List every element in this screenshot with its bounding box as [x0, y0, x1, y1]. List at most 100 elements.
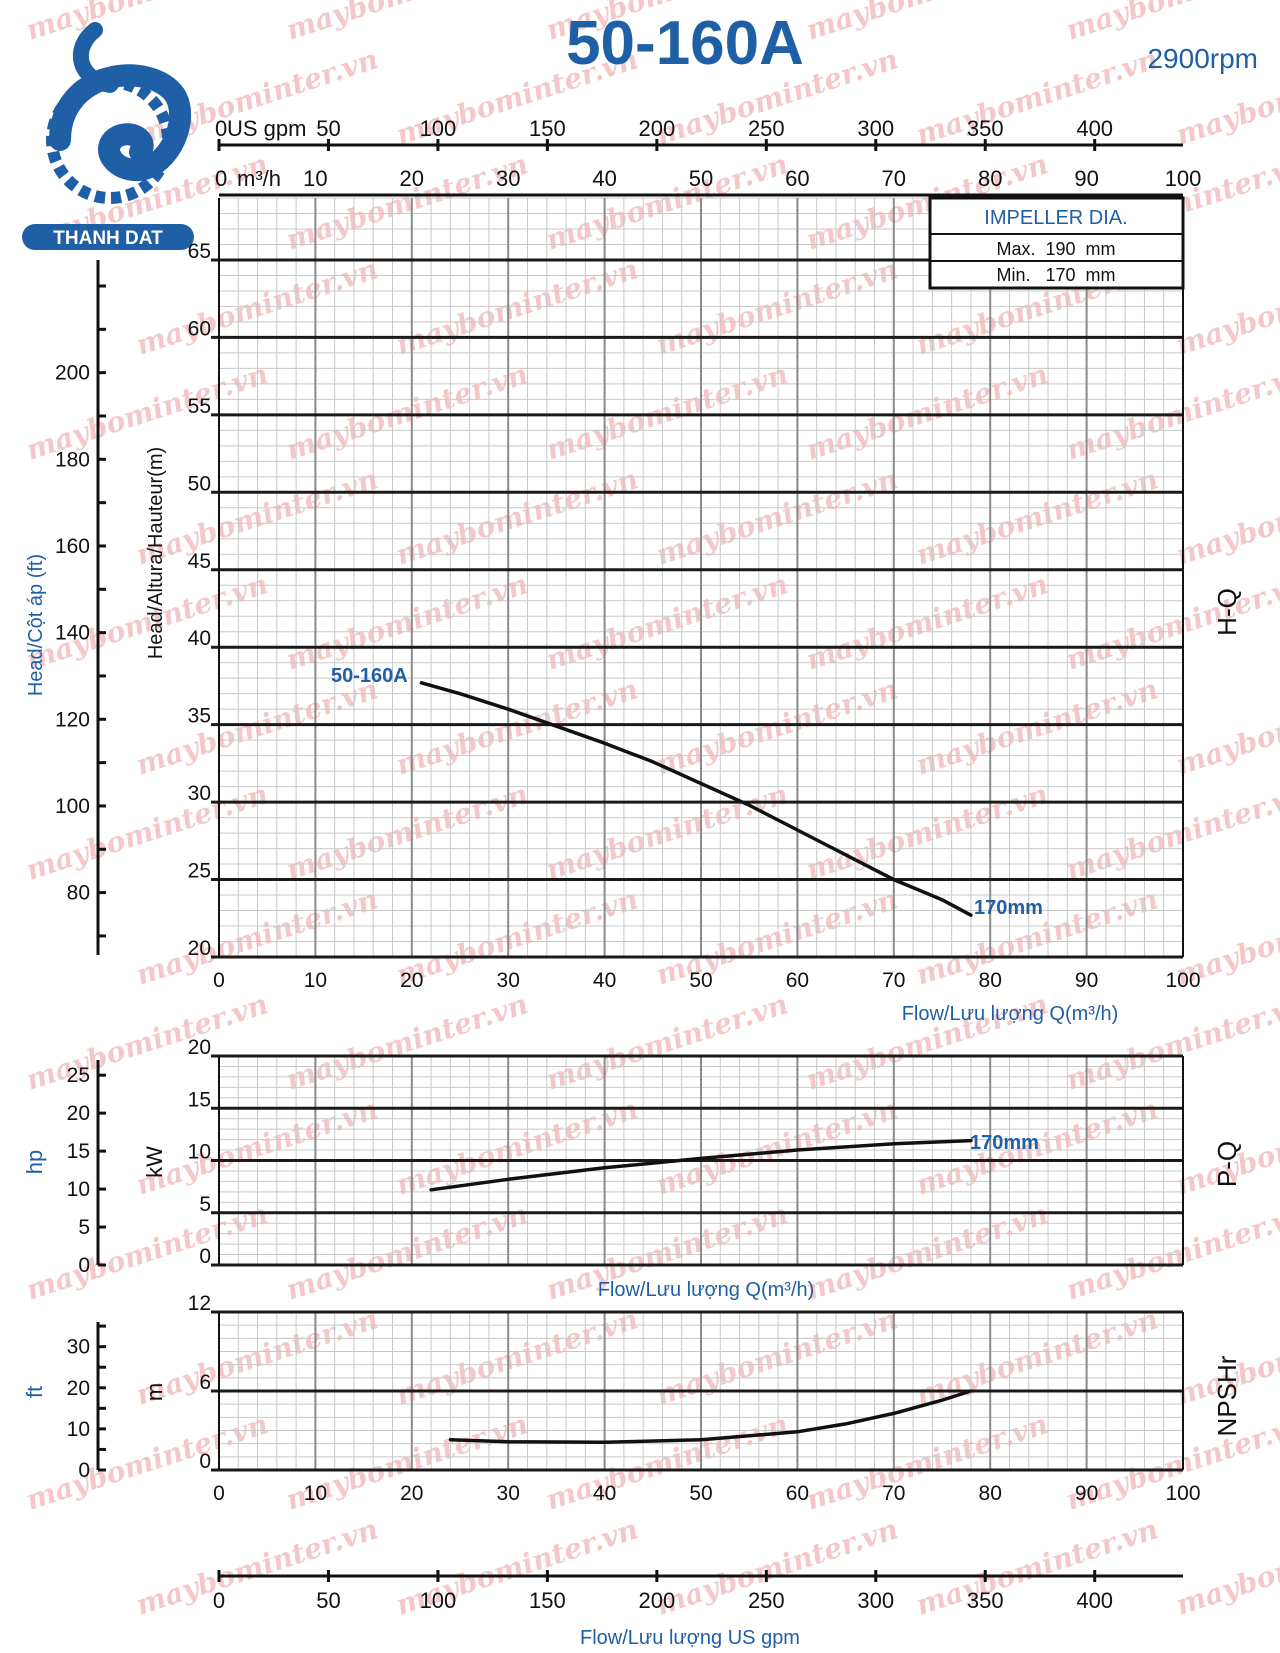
- hq-panel: 20 25 30 35 40 45 50 55 60 65 0 10 20 30 40 50 60 70 80 90 1…: [55, 197, 1201, 992]
- top-m3h-tick-label: 80: [978, 166, 1002, 191]
- x-tick-label: 10: [304, 969, 327, 992]
- watermark-text: maybominter.vn: [132, 252, 382, 361]
- x-tick-label: 20: [400, 969, 423, 992]
- top-gpm-unit: US gpm: [227, 116, 306, 141]
- npsh-panel: 0 6 12 0 10 20 30 40 50 60 70 80 90 100 0 10 20 30: [67, 1292, 1201, 1505]
- top-m3h-tick-label: 90: [1074, 166, 1098, 191]
- x-tick-label: 80: [979, 1482, 1002, 1505]
- hq-side-label: H-Q: [1212, 588, 1242, 636]
- y-tick-label: 20: [188, 1036, 211, 1059]
- pq-dia-label: 170mm: [970, 1132, 1039, 1154]
- y-tick-label: 25: [188, 860, 211, 883]
- watermark-text: maybominter.vn: [132, 462, 382, 571]
- y-tick-label: 50: [188, 472, 211, 495]
- watermark-text: maybominter.vn: [912, 1302, 1162, 1411]
- y-tick-label: 0: [199, 1450, 211, 1473]
- watermark-text: maybominter.vn: [282, 567, 532, 676]
- hq-dia-label: 170mm: [974, 897, 1043, 919]
- bottom-xlabel: Flow/Lưu lượng US gpm: [580, 1627, 800, 1649]
- y-tick-label: 55: [188, 395, 211, 418]
- top-gpm-tick-label: 200: [638, 116, 675, 141]
- npsh-ylabel-ft: ft: [22, 1386, 47, 1398]
- curve-model-label: 50-160A: [331, 665, 408, 687]
- bottom-gpm-tick-label: 300: [857, 1588, 894, 1613]
- secondary-tick-label: 20: [67, 1102, 90, 1125]
- x-tick-label: 60: [786, 1482, 809, 1505]
- x-tick-label: 30: [497, 1482, 520, 1505]
- secondary-tick-label: 20: [67, 1377, 90, 1400]
- top-gpm-tick-label: 400: [1076, 116, 1113, 141]
- watermark-text: maybominter.vn: [22, 0, 272, 47]
- secondary-tick-label: 200: [55, 362, 90, 385]
- x-tick-label: 80: [979, 969, 1002, 992]
- watermark-text: maybominter.vn: [1062, 357, 1280, 466]
- pq-ylabel: kW: [142, 1146, 167, 1178]
- y-tick-label: 65: [188, 240, 211, 263]
- watermark-text: maybominter.vn: [912, 42, 1162, 151]
- top-m3h-tick-label: 30: [496, 166, 520, 191]
- watermark-text: maybominter.vn: [542, 357, 792, 466]
- watermark-text: maybominter.vn: [652, 672, 902, 781]
- x-tick-label: 100: [1165, 969, 1200, 992]
- top-gpm-tick-label: 50: [316, 116, 340, 141]
- secondary-tick-label: 180: [55, 448, 90, 471]
- watermark-text: maybominter.vn: [652, 462, 902, 571]
- secondary-tick-label: 140: [55, 622, 90, 645]
- series-line-170mm: [429, 1138, 973, 1192]
- watermark-text: maybominter.vn: [802, 567, 1052, 676]
- bottom-gpm-tick-label: 150: [529, 1588, 566, 1613]
- watermark-text: maybominter.vn: [22, 987, 272, 1096]
- y-tick-label: 15: [188, 1088, 211, 1111]
- secondary-tick-label: 10: [67, 1418, 90, 1441]
- x-tick-label: 70: [882, 969, 905, 992]
- secondary-tick-label: 160: [55, 535, 90, 558]
- top-axes: 0 50 100 150 200 250 300 350 400 0 10 20 30 40 50 60 70 8…: [215, 116, 1201, 197]
- watermark-text: maybominter.vn: [802, 0, 1052, 47]
- impeller-min: Min. 170 mm: [996, 265, 1115, 285]
- watermark-text: maybominter.vn: [802, 777, 1052, 886]
- watermark-text: maybominter.vn: [132, 672, 382, 781]
- series-line-170mm: [419, 681, 973, 917]
- x-tick-label: 30: [497, 969, 520, 992]
- secondary-tick-label: 100: [55, 795, 90, 818]
- watermark-text: maybominter.vn: [1062, 567, 1280, 676]
- pq-xlabel: Flow/Lưu lượng Q(m³/h): [598, 1279, 815, 1301]
- watermark-text: maybominter.vn: [652, 1302, 902, 1411]
- pq-ylabel-hp: hp: [22, 1150, 47, 1174]
- x-tick-label: 70: [882, 1482, 905, 1505]
- y-tick-label: 20: [188, 937, 211, 960]
- watermark-text: maybominter.vn: [542, 777, 792, 886]
- bottom-gpm-tick-label: 200: [638, 1588, 675, 1613]
- hq-ylabel-ft: Head/Cột áp (ft): [25, 554, 47, 696]
- bottom-gpm-axis: 0 50 100 150 200 250 300 350 400: [213, 1570, 1183, 1613]
- y-tick-label: 60: [188, 317, 211, 340]
- y-tick-label: 12: [188, 1292, 211, 1315]
- watermark-text: maybominter.vn: [1062, 0, 1280, 47]
- bottom-gpm-tick-label: 50: [316, 1588, 340, 1613]
- logo-text: THANH DAT: [53, 228, 163, 249]
- top-m3h-tick-label: 40: [592, 166, 616, 191]
- watermark-text: maybominter.vn: [1172, 462, 1280, 571]
- x-tick-label: 100: [1165, 1482, 1200, 1505]
- y-tick-label: 40: [188, 627, 211, 650]
- top-gpm-tick-label: 350: [967, 116, 1004, 141]
- hq-xlabel: Flow/Lưu lượng Q(m³/h): [902, 1003, 1119, 1025]
- y-tick-label: 35: [188, 705, 211, 728]
- y-tick-label: 10: [188, 1141, 211, 1164]
- watermark-text: maybominter.vn: [542, 987, 792, 1096]
- watermark-text: maybominter.vn: [132, 882, 382, 991]
- x-tick-label: 0: [213, 1482, 225, 1505]
- series-line-NPSHr: [448, 1389, 973, 1445]
- y-tick-label: 30: [188, 782, 211, 805]
- watermark-text: maybominter.vn: [282, 0, 532, 47]
- y-tick-label: 5: [199, 1193, 211, 1216]
- watermark-text: maybominter.vn: [282, 777, 532, 886]
- x-tick-label: 90: [1075, 1482, 1098, 1505]
- watermark-text: maybominter.vn: [542, 147, 792, 256]
- model-title: 50-160A: [566, 9, 804, 78]
- watermark-text: maybominter.vn: [1062, 777, 1280, 886]
- top-m3h-tick-label: 70: [882, 166, 906, 191]
- top-m3h-tick-label: 10: [303, 166, 327, 191]
- secondary-tick-label: 120: [55, 708, 90, 731]
- y-tick-label: 45: [188, 550, 211, 573]
